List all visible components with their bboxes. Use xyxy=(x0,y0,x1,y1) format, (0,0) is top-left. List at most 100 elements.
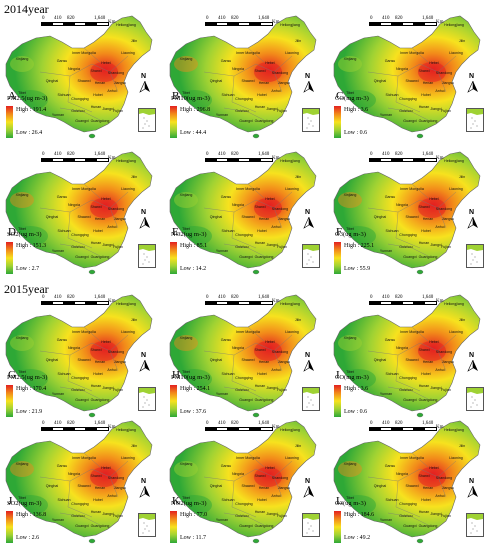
legend-title: CO(mg m-3) xyxy=(335,374,369,381)
china-pollution-map: Xinjiang Tibet Qinghai Gansu Inner Mongolia H… xyxy=(169,294,317,418)
scale-tick-label: 410 xyxy=(382,152,390,157)
scale-tick-label: 1,640 xyxy=(94,152,106,157)
province-label: Fujian xyxy=(277,109,287,113)
scale-tick-label: 0 xyxy=(206,295,209,300)
province-label: Fujian xyxy=(113,109,123,113)
province-label: Yunnan xyxy=(380,518,392,522)
scale-tick-label: 410 xyxy=(54,295,62,300)
province-label: Inner Mongolia xyxy=(400,51,424,55)
north-arrow-icon: N xyxy=(303,209,315,229)
province-label: Chongqing xyxy=(71,97,88,101)
north-arrow-icon: N xyxy=(467,352,479,372)
province-label: Shandong xyxy=(108,350,124,354)
province-label: Guizhou xyxy=(71,388,84,392)
province-label: Yunnan xyxy=(216,392,228,396)
province-label: Guizhou xyxy=(399,388,412,392)
province-label: Sichuan xyxy=(58,229,71,233)
province-label: Inner Mongolia xyxy=(400,187,424,191)
scale-tick-label: 1,640 xyxy=(94,421,106,426)
province-label: Shaanxi xyxy=(78,358,91,362)
china-pollution-map: Xinjiang Tibet Qinghai Gansu Inner Mongolia H… xyxy=(5,420,153,544)
china-pollution-map: Xinjiang Tibet Qinghai Gansu Inner Mongolia H… xyxy=(333,15,481,139)
south-china-sea-inset xyxy=(466,108,484,132)
province-label: Shanxi xyxy=(419,205,430,209)
scale-tick-label: 1,640 xyxy=(94,16,106,21)
province-label: Henan xyxy=(259,486,270,490)
province-label: Qinghai xyxy=(210,215,223,219)
color-ramp-bar xyxy=(170,106,177,138)
scale-tick-label: 0 xyxy=(370,152,373,157)
scale-bar: 0 410 820 1,640 Km xyxy=(41,16,116,30)
province-label: Jilin xyxy=(459,175,465,179)
province-label: Heilongjiang xyxy=(116,302,136,306)
province-label: Fujian xyxy=(441,245,451,249)
province-label: Chongqing xyxy=(71,502,88,506)
province-label: Ningxia xyxy=(68,67,80,71)
province-label: Hunan xyxy=(255,105,266,109)
legend-low-value: Low : 2.6 xyxy=(16,535,40,541)
province-label: Inner Mongolia xyxy=(72,330,96,334)
map-panel-l: Xinjiang Tibet Qinghai Gansu Inner Mongolia H… xyxy=(328,417,491,554)
scale-tick-label: 0 xyxy=(206,152,209,157)
province-label: Chongqing xyxy=(399,233,416,237)
province-label: Jilin xyxy=(295,175,301,179)
scale-tick-label: 410 xyxy=(218,152,226,157)
scale-bar: 0 410 820 1,640 Km xyxy=(205,295,280,309)
north-arrow-icon: N xyxy=(139,73,151,93)
scale-tick-label: 410 xyxy=(218,295,226,300)
province-label: Hunan xyxy=(419,105,430,109)
province-label: Guangdong xyxy=(419,255,438,259)
province-label: Xinjiang xyxy=(16,462,29,466)
province-label: Anhui xyxy=(271,225,280,229)
province-label: Guangxi xyxy=(239,119,253,123)
province-label: Xinjiang xyxy=(344,57,357,61)
province-label: Shanxi xyxy=(255,205,266,209)
province-label: Guizhou xyxy=(235,514,248,518)
province-label: Heilongjiang xyxy=(444,302,464,306)
province-label: Yunnan xyxy=(380,113,392,117)
map-panel-c: Xinjiang Tibet Qinghai Gansu Inner Mongolia H… xyxy=(328,12,491,149)
scale-tick-label: 410 xyxy=(218,421,226,426)
north-label: N xyxy=(141,352,147,359)
province-label: Shandong xyxy=(272,476,288,480)
province-label: Gansu xyxy=(221,338,232,342)
province-label: Hebei xyxy=(429,61,439,65)
legend-low-value: Low : 55.9 xyxy=(344,266,371,272)
province-label: Inner Mongolia xyxy=(72,187,96,191)
map-panel-e: Xinjiang Tibet Qinghai Gansu Inner Mongolia H… xyxy=(164,148,327,285)
map-panel-k: Xinjiang Tibet Qinghai Gansu Inner Mongolia H… xyxy=(164,417,327,554)
province-label: Chongqing xyxy=(235,97,252,101)
province-label: Jilin xyxy=(131,444,137,448)
province-label: Hebei xyxy=(429,466,439,470)
scale-tick-label: 410 xyxy=(382,16,390,21)
province-label: Hunan xyxy=(91,384,102,388)
south-china-sea-inset xyxy=(302,513,320,537)
province-label: Anhui xyxy=(435,225,444,229)
scale-bar: 0 410 820 1,640 Km xyxy=(41,152,116,166)
province-label: Tibet xyxy=(346,91,354,95)
color-ramp-bar xyxy=(6,511,13,543)
province-label: Gansu xyxy=(221,59,232,63)
legend-low-value: Low : 14.2 xyxy=(180,266,207,272)
province-label: Sichuan xyxy=(386,372,399,376)
province-label: Yunnan xyxy=(52,392,64,396)
province-label: Shaanxi xyxy=(406,358,419,362)
scale-tick-label: 410 xyxy=(54,421,62,426)
scale-tick-label: 820 xyxy=(231,295,239,300)
province-label: Shaanxi xyxy=(242,358,255,362)
north-label: N xyxy=(469,209,475,216)
south-china-sea-inset xyxy=(466,244,484,268)
province-label: Hubei xyxy=(93,372,103,376)
map-panel-j: Xinjiang Tibet Qinghai Gansu Inner Mongolia H… xyxy=(0,417,163,554)
color-ramp-bar xyxy=(334,511,341,543)
province-label: Shandong xyxy=(108,71,124,75)
scale-unit: Km xyxy=(108,299,116,304)
legend-high-value: High : 191.4 xyxy=(16,107,47,113)
province-label: Shaanxi xyxy=(242,484,255,488)
province-label: Anhui xyxy=(107,225,116,229)
province-label: Guangdong xyxy=(255,255,274,259)
province-label: Ningxia xyxy=(68,203,80,207)
province-label: Hebei xyxy=(101,340,111,344)
north-arrow-icon: N xyxy=(467,209,479,229)
province-label: Tibet xyxy=(346,496,354,500)
